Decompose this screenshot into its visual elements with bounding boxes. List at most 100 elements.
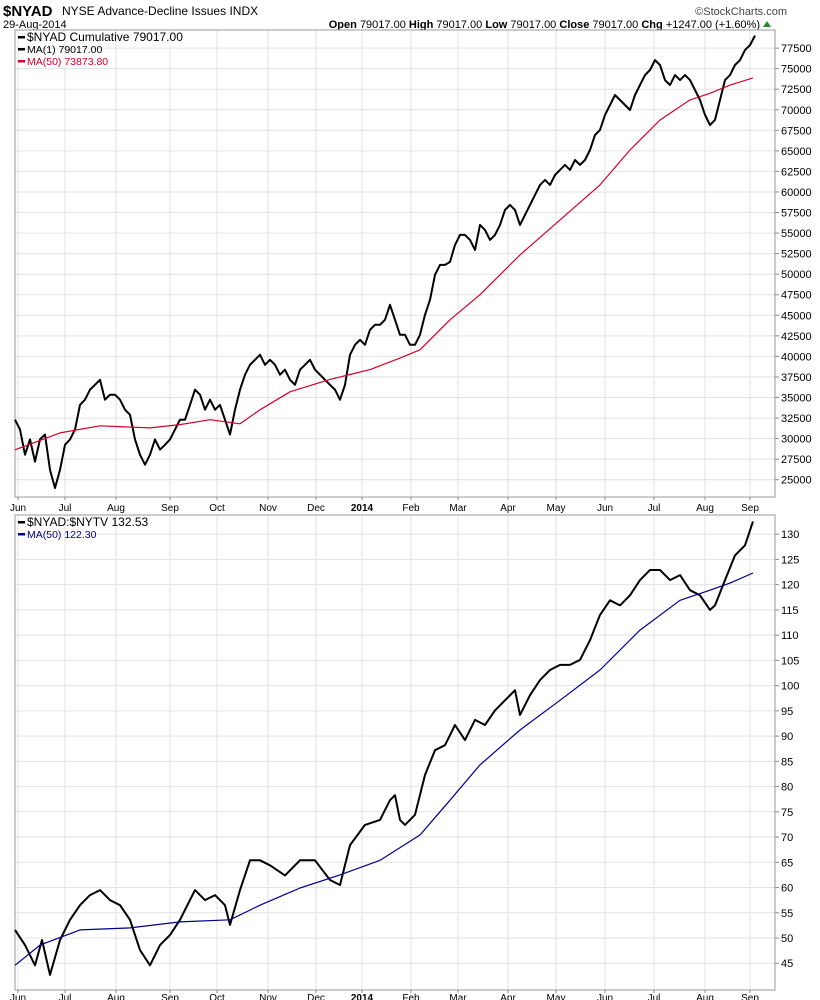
y-tick-label: 70000	[781, 105, 812, 117]
y-tick-label: 95	[781, 706, 793, 718]
exchange: INDX	[229, 4, 258, 18]
y-tick-label: 60000	[781, 187, 812, 199]
high-label: High	[409, 19, 434, 31]
y-tick-label: 67500	[781, 125, 812, 137]
y-tick-label: 65000	[781, 146, 812, 158]
x-tick-label: Feb	[402, 503, 420, 514]
legend-swatch	[18, 36, 25, 39]
x-tick-label: 2014	[351, 503, 374, 514]
x-tick-label: Mar	[449, 993, 467, 1000]
y-tick-label: 120	[781, 580, 799, 592]
legend-entry: $NYAD:$NYTV 132.53	[27, 515, 148, 529]
y-tick-label: 55	[781, 908, 793, 920]
y-tick-label: 115	[781, 605, 799, 617]
y-tick-label: 50	[781, 933, 793, 945]
x-tick-label: Jun	[597, 503, 613, 514]
panel-1: 25000 27500 30000 32500 35000 37500 40000 42500…	[10, 29, 812, 514]
x-tick-label: Sep	[161, 993, 179, 1000]
legend-swatch	[18, 60, 25, 63]
x-tick-label: Oct	[209, 993, 225, 1000]
y-tick-label: 65	[781, 857, 793, 869]
x-tick-label: Mar	[449, 503, 467, 514]
y-tick-label: 32500	[781, 413, 812, 425]
x-tick-label: Oct	[209, 503, 225, 514]
y-tick-label: 75000	[781, 64, 812, 76]
panel-2: 45 50 55 60 65 70 75 80 85 90 95 100 105 110 115 120 125…	[10, 514, 799, 1000]
x-tick-label: Dec	[307, 993, 325, 1000]
y-tick-label: 85	[781, 756, 793, 768]
x-tick-label: Jun	[597, 993, 613, 1000]
y-tick-label: 57500	[781, 208, 812, 220]
ohlc-readout: Open 79017.00 High 79017.00 Low 79017.00…	[329, 19, 760, 31]
open-label: Open	[329, 19, 357, 31]
symbol: $NYAD	[3, 3, 53, 20]
y-tick-label: 30000	[781, 434, 812, 446]
y-tick-label: 50000	[781, 269, 812, 281]
legend-entry: MA(1) 79017.00	[27, 44, 102, 56]
price-line	[14, 35, 756, 489]
y-tick-label: 35000	[781, 393, 812, 405]
y-tick-label: 27500	[781, 454, 812, 466]
y-tick-label: 60	[781, 883, 793, 895]
y-tick-label: 90	[781, 731, 793, 743]
y-tick-label: 130	[781, 529, 799, 541]
chg-value: +1247.00 (+1.60%)	[666, 19, 760, 31]
up-arrow-icon	[763, 21, 771, 27]
x-tick-label: Jun	[10, 993, 26, 1000]
x-tick-label: Nov	[259, 993, 277, 1000]
high-value: 79017.00	[436, 19, 482, 31]
x-tick-label: Sep	[161, 503, 179, 514]
plot-frame	[14, 29, 776, 498]
x-tick-label: Aug	[696, 993, 714, 1000]
low-label: Low	[485, 19, 507, 31]
y-tick-label: 47500	[781, 290, 812, 302]
x-tick-label: Jul	[648, 993, 661, 1000]
x-tick-label: Aug	[107, 503, 125, 514]
y-tick-label: 77500	[781, 43, 812, 55]
y-tick-label: 70	[781, 832, 793, 844]
x-tick-label: Dec	[307, 503, 325, 514]
x-tick-label: Aug	[696, 503, 714, 514]
x-tick-label: Jul	[59, 993, 72, 1000]
x-tick-label: Nov	[259, 503, 277, 514]
y-tick-label: 55000	[781, 228, 812, 240]
x-tick-label: May	[547, 503, 566, 514]
y-tick-label: 75	[781, 807, 793, 819]
legend-entry: $NYAD Cumulative 79017.00	[27, 30, 183, 44]
chg-label: Chg	[641, 19, 662, 31]
symbol-name: NYSE Advance-Decline Issues INDX	[62, 4, 258, 18]
y-tick-label: 45	[781, 958, 793, 970]
x-tick-label: Sep	[741, 503, 759, 514]
x-tick-label: Aug	[107, 993, 125, 1000]
x-tick-label: May	[547, 993, 566, 1000]
y-tick-label: 40000	[781, 351, 812, 363]
x-tick-label: Jul	[59, 503, 72, 514]
y-tick-label: 100	[781, 681, 799, 693]
legend-entry: MA(50) 122.30	[27, 529, 97, 541]
price-line	[14, 521, 754, 976]
legend-entry: MA(50) 73873.80	[27, 56, 108, 68]
x-tick-label: Feb	[402, 993, 420, 1000]
watermark: ©StockCharts.com	[695, 6, 787, 18]
legend-swatch	[18, 48, 25, 51]
y-tick-label: 110	[781, 630, 799, 642]
x-tick-label: 2014	[351, 993, 374, 1000]
x-tick-label: Jul	[648, 503, 661, 514]
close-value: 79017.00	[592, 19, 638, 31]
x-tick-label: Apr	[500, 503, 516, 514]
y-tick-label: 125	[781, 554, 799, 566]
y-tick-label: 105	[781, 655, 799, 667]
x-tick-label: Apr	[500, 993, 516, 1000]
plot-frame	[14, 514, 776, 991]
open-value: 79017.00	[360, 19, 406, 31]
symbol-fullname: NYSE Advance-Decline Issues	[62, 4, 226, 18]
y-tick-label: 45000	[781, 310, 812, 322]
legend-swatch	[18, 521, 25, 524]
ma50-line	[14, 77, 754, 451]
y-tick-label: 62500	[781, 166, 812, 178]
y-tick-label: 25000	[781, 475, 812, 487]
low-value: 79017.00	[510, 19, 556, 31]
y-tick-label: 37500	[781, 372, 812, 384]
x-tick-label: Jun	[10, 503, 26, 514]
